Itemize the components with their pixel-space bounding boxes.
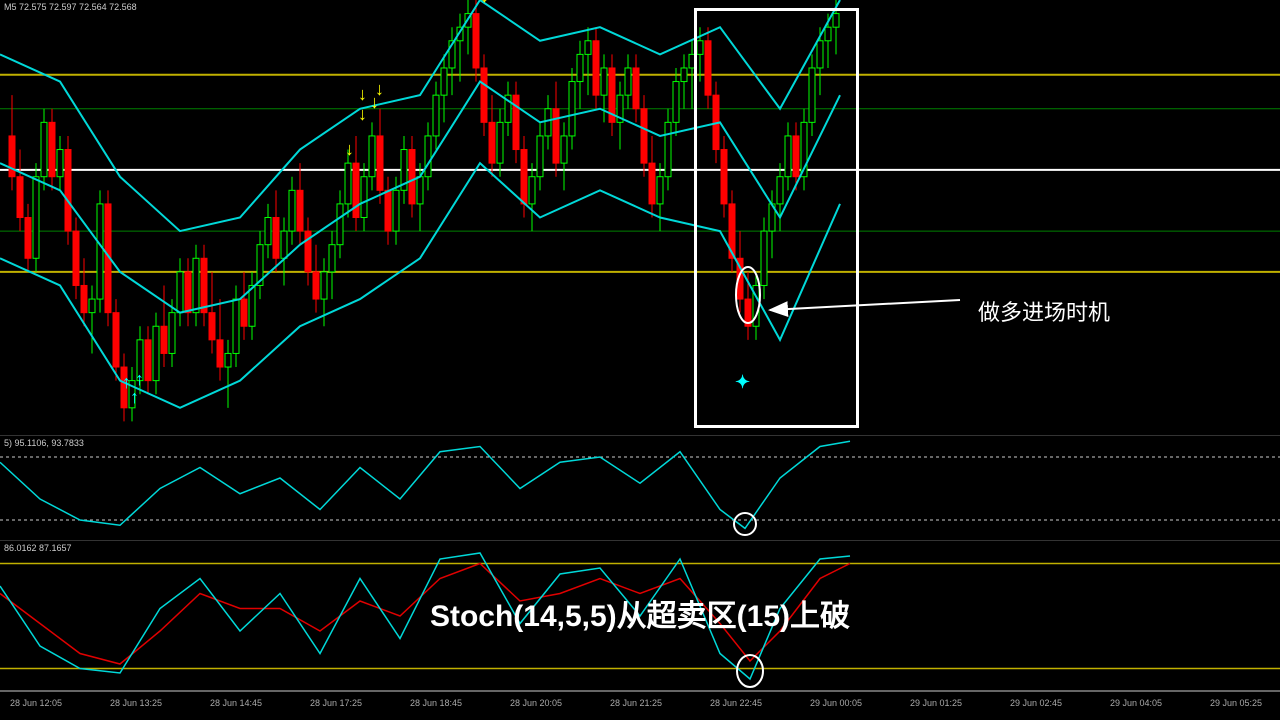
svg-text:↓: ↓ bbox=[345, 139, 354, 159]
mid-chart-svg bbox=[0, 436, 1280, 541]
time-tick: 28 Jun 12:05 bbox=[10, 698, 62, 708]
time-tick: 28 Jun 22:45 bbox=[710, 698, 762, 708]
time-tick: 28 Jun 17:25 bbox=[310, 698, 362, 708]
time-tick: 29 Jun 02:45 bbox=[1010, 698, 1062, 708]
time-tick: 28 Jun 21:25 bbox=[610, 698, 662, 708]
ohlc-label: M5 72.575 72.597 72.564 72.568 bbox=[4, 2, 137, 12]
svg-text:↓: ↓ bbox=[358, 84, 367, 104]
mid-label: 5) 95.1106, 93.7833 bbox=[4, 438, 84, 448]
highlight-box bbox=[694, 8, 859, 428]
time-tick: 29 Jun 04:05 bbox=[1110, 698, 1162, 708]
bot-label: 86.0162 87.1657 bbox=[4, 543, 72, 553]
main-chart-svg: ↓↓↓↓↓↓↑↑↑✦ bbox=[0, 0, 1280, 435]
time-tick: 28 Jun 20:05 bbox=[510, 698, 562, 708]
main-price-panel[interactable]: ↓↓↓↓↓↓↑↑↑✦ M5 72.575 72.597 72.564 72.56… bbox=[0, 0, 1280, 435]
time-tick: 28 Jun 18:45 bbox=[410, 698, 462, 708]
entry-annotation-text: 做多进场时机 bbox=[978, 295, 1110, 327]
time-axis: 28 Jun 12:05 28 Jun 13:25 28 Jun 14:45 28 J… bbox=[0, 690, 1280, 720]
svg-text:↓: ↓ bbox=[358, 104, 367, 124]
svg-text:↑: ↑ bbox=[135, 369, 144, 389]
svg-text:↓: ↓ bbox=[480, 0, 489, 6]
svg-text:↑: ↑ bbox=[130, 387, 139, 407]
time-tick: 29 Jun 00:05 bbox=[810, 698, 862, 708]
svg-text:↓: ↓ bbox=[375, 79, 384, 99]
time-tick: 28 Jun 14:45 bbox=[210, 698, 262, 708]
stochastic-panel[interactable]: 86.0162 87.1657 Stoch(14,5,5)从超卖区(15)上破 bbox=[0, 540, 1280, 690]
time-tick: 29 Jun 01:25 bbox=[910, 698, 962, 708]
caption-text: Stoch(14,5,5)从超卖区(15)上破 bbox=[0, 591, 1280, 635]
time-tick: 28 Jun 13:25 bbox=[110, 698, 162, 708]
time-tick: 29 Jun 05:25 bbox=[1210, 698, 1262, 708]
mid-oscillator-panel[interactable]: 5) 95.1106, 93.7833 bbox=[0, 435, 1280, 540]
